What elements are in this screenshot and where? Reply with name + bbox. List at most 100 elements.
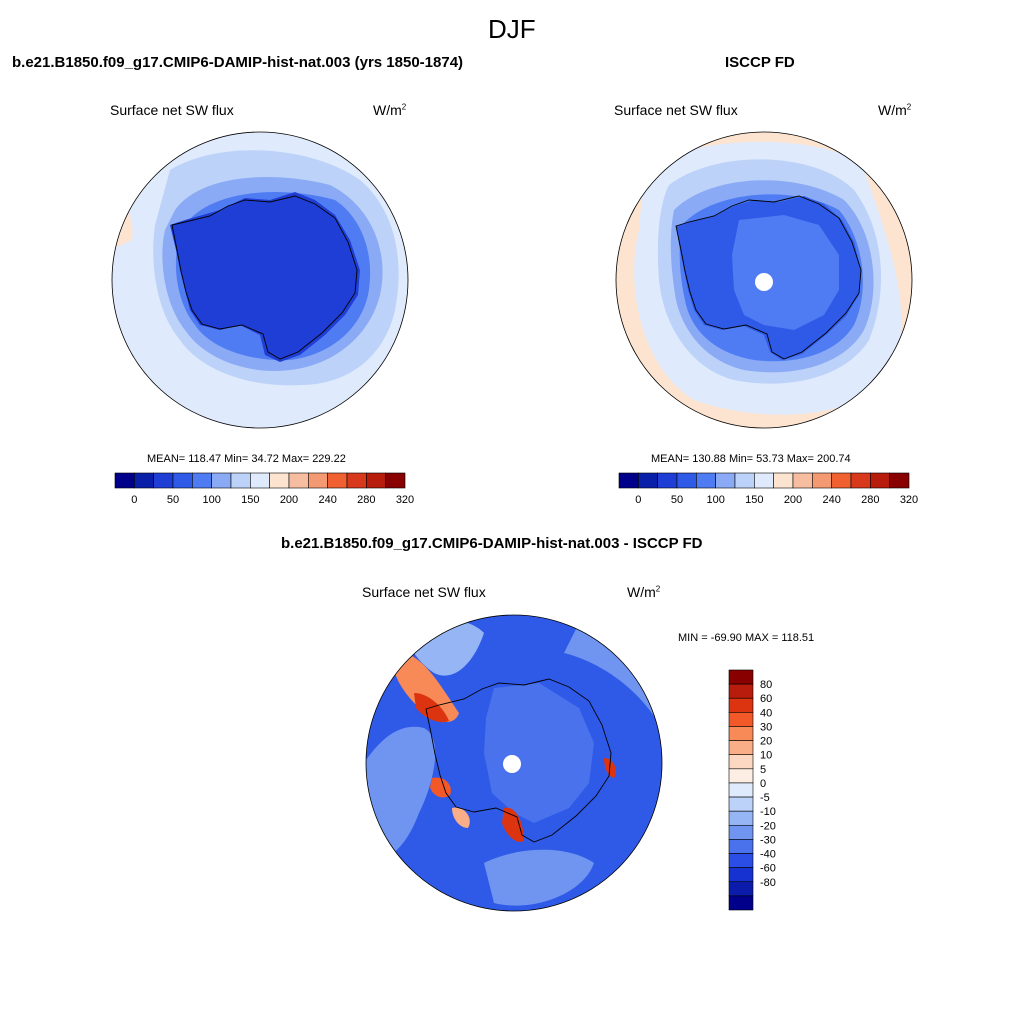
obs-colorbar-cell [773,472,794,489]
obs-colorbar-tick-label: 0 [635,494,641,506]
model-colorbar-cell [230,472,251,489]
diff-colorbar-cell [728,669,754,685]
obs-pole-mask [755,273,773,291]
diff-colorbar-tick-label: -40 [760,849,776,861]
obs-colorbar: 0 50 100 150 200 240 280 320 [618,472,918,506]
model-colorbar-cell [346,472,367,489]
diff-colorbar-tick-label: 5 [760,764,766,776]
diff-coastline [425,678,612,843]
diff-warm-tongue [393,652,459,723]
model-variable-label: Surface net SW flux [110,102,234,118]
model-colorbar-tick-label: 50 [167,494,179,506]
diff-colorbar-cell [728,726,754,741]
diff-colorbar-cell [728,824,754,840]
diff-colorbar-cell [728,867,754,883]
diff-colorbar-cell [728,881,754,897]
obs-colorbar-cell [831,472,852,489]
diff-case-title: b.e21.B1850.f09_g17.CMIP6-DAMIP-hist-nat… [281,535,703,552]
diff-colorbar-cell [728,796,754,812]
diff-colorbar-cell [728,712,754,727]
obs-colorbar-cell [792,472,813,489]
diff-colorbar-tick-label: 10 [760,750,772,762]
diff-colorbar-tick-label: -5 [760,792,770,804]
model-colorbar-tick-label: 0 [131,494,137,506]
diff-colorbar-cell [728,740,754,756]
diff-colorbar-tick-label: 0 [760,778,766,790]
model-stats: MEAN= 118.47 Min= 34.72 Max= 229.22 [147,453,346,465]
obs-coastline [675,195,862,360]
model-colorbar-cell [385,472,406,489]
obs-colorbar-tick-label: 240 [822,494,840,506]
obs-colorbar-cell [870,472,890,489]
diff-colorbar-cell [728,810,754,826]
obs-colorbar-cell [850,472,871,489]
obs-colorbar-cell [754,472,774,489]
diff-colorbar-cell [728,768,754,784]
obs-polar-map [615,131,913,429]
obs-stats: MEAN= 130.88 Min= 53.73 Max= 200.74 [651,453,851,465]
diff-colorbar-tick-label: 30 [760,721,772,733]
diff-colorbar-tick-label: -10 [760,806,776,818]
obs-colorbar-tick-label: 50 [671,494,683,506]
diff-colorbar-tick-label: -30 [760,834,776,846]
obs-colorbar-tick-label: 150 [745,494,763,506]
model-colorbar-cell [327,472,348,489]
model-polar-map [111,131,409,429]
obs-plateau [732,215,839,330]
obs-colorbar-cell [696,472,716,489]
obs-colorbar-cell [715,472,736,489]
model-colorbar-tick-label: 100 [202,494,220,506]
diff-variable-label: Surface net SW flux [362,584,486,600]
diff-colorbar-tick-label: 20 [760,736,772,748]
diff-units-label: W/m2 [627,584,661,600]
obs-units-label: W/m2 [878,102,912,118]
diff-colorbar: 80 60 40 30 20 10 5 0 -5 -10 -20 -30 -40 -60 -80 [728,669,776,911]
obs-colorbar-cell [812,472,832,489]
diff-light-region-3 [484,849,594,906]
obs-variable-label: Surface net SW flux [614,102,738,118]
diff-colorbar-cell [728,853,754,868]
diff-stats: MIN = -69.90 MAX = 118.51 [678,632,815,644]
model-colorbar-cell [250,472,270,489]
diff-colorbar-tick-label: 40 [760,707,772,719]
obs-colorbar-tick-label: 280 [861,494,879,506]
model-antarctic-ice [170,192,360,362]
model-colorbar: 0 50 100 150 200 240 280 320 [114,472,414,506]
diff-colorbar-tick-label: -80 [760,877,776,889]
obs-colorbar-cell [889,472,910,489]
model-colorbar-cell [288,472,309,489]
model-colorbar-cell [192,472,212,489]
diff-pole-mask [503,755,521,773]
model-colorbar-tick-label: 280 [357,494,375,506]
obs-colorbar-tick-label: 320 [900,494,918,506]
diff-polar-map [365,614,663,912]
diff-interior [484,683,594,823]
model-colorbar-tick-label: 320 [396,494,414,506]
diff-colorbar-cell [728,782,754,798]
model-units-label: W/m2 [373,102,407,118]
model-colorbar-cell [153,472,174,489]
diff-warm-patch-2 [502,807,524,842]
model-colorbar-cell [308,472,328,489]
model-colorbar-cell [366,472,386,489]
diff-colorbar-tick-label: -60 [760,863,776,875]
diff-colorbar-tick-label: 60 [760,693,772,705]
page-title: DJF [488,14,536,44]
obs-colorbar-tick-label: 200 [784,494,802,506]
model-colorbar-tick-label: 240 [318,494,336,506]
model-colorbar-cell [172,472,193,489]
model-warm-patch [112,190,133,250]
model-colorbar-tick-label: 150 [241,494,259,506]
model-colorbar-cell [134,472,154,489]
diff-colorbar-cell [728,895,754,911]
diff-warm-patch-4 [452,807,470,828]
model-coastline [171,195,358,360]
diff-colorbar-tick-label: 80 [760,679,772,691]
model-colorbar-cell [211,472,232,489]
diff-colorbar-cell [728,683,754,699]
diff-colorbar-cell [728,839,754,854]
obs-colorbar-cell [734,472,755,489]
obs-case-title: ISCCP FD [725,54,795,71]
diff-colorbar-cell [728,697,754,713]
model-colorbar-cell [269,472,290,489]
